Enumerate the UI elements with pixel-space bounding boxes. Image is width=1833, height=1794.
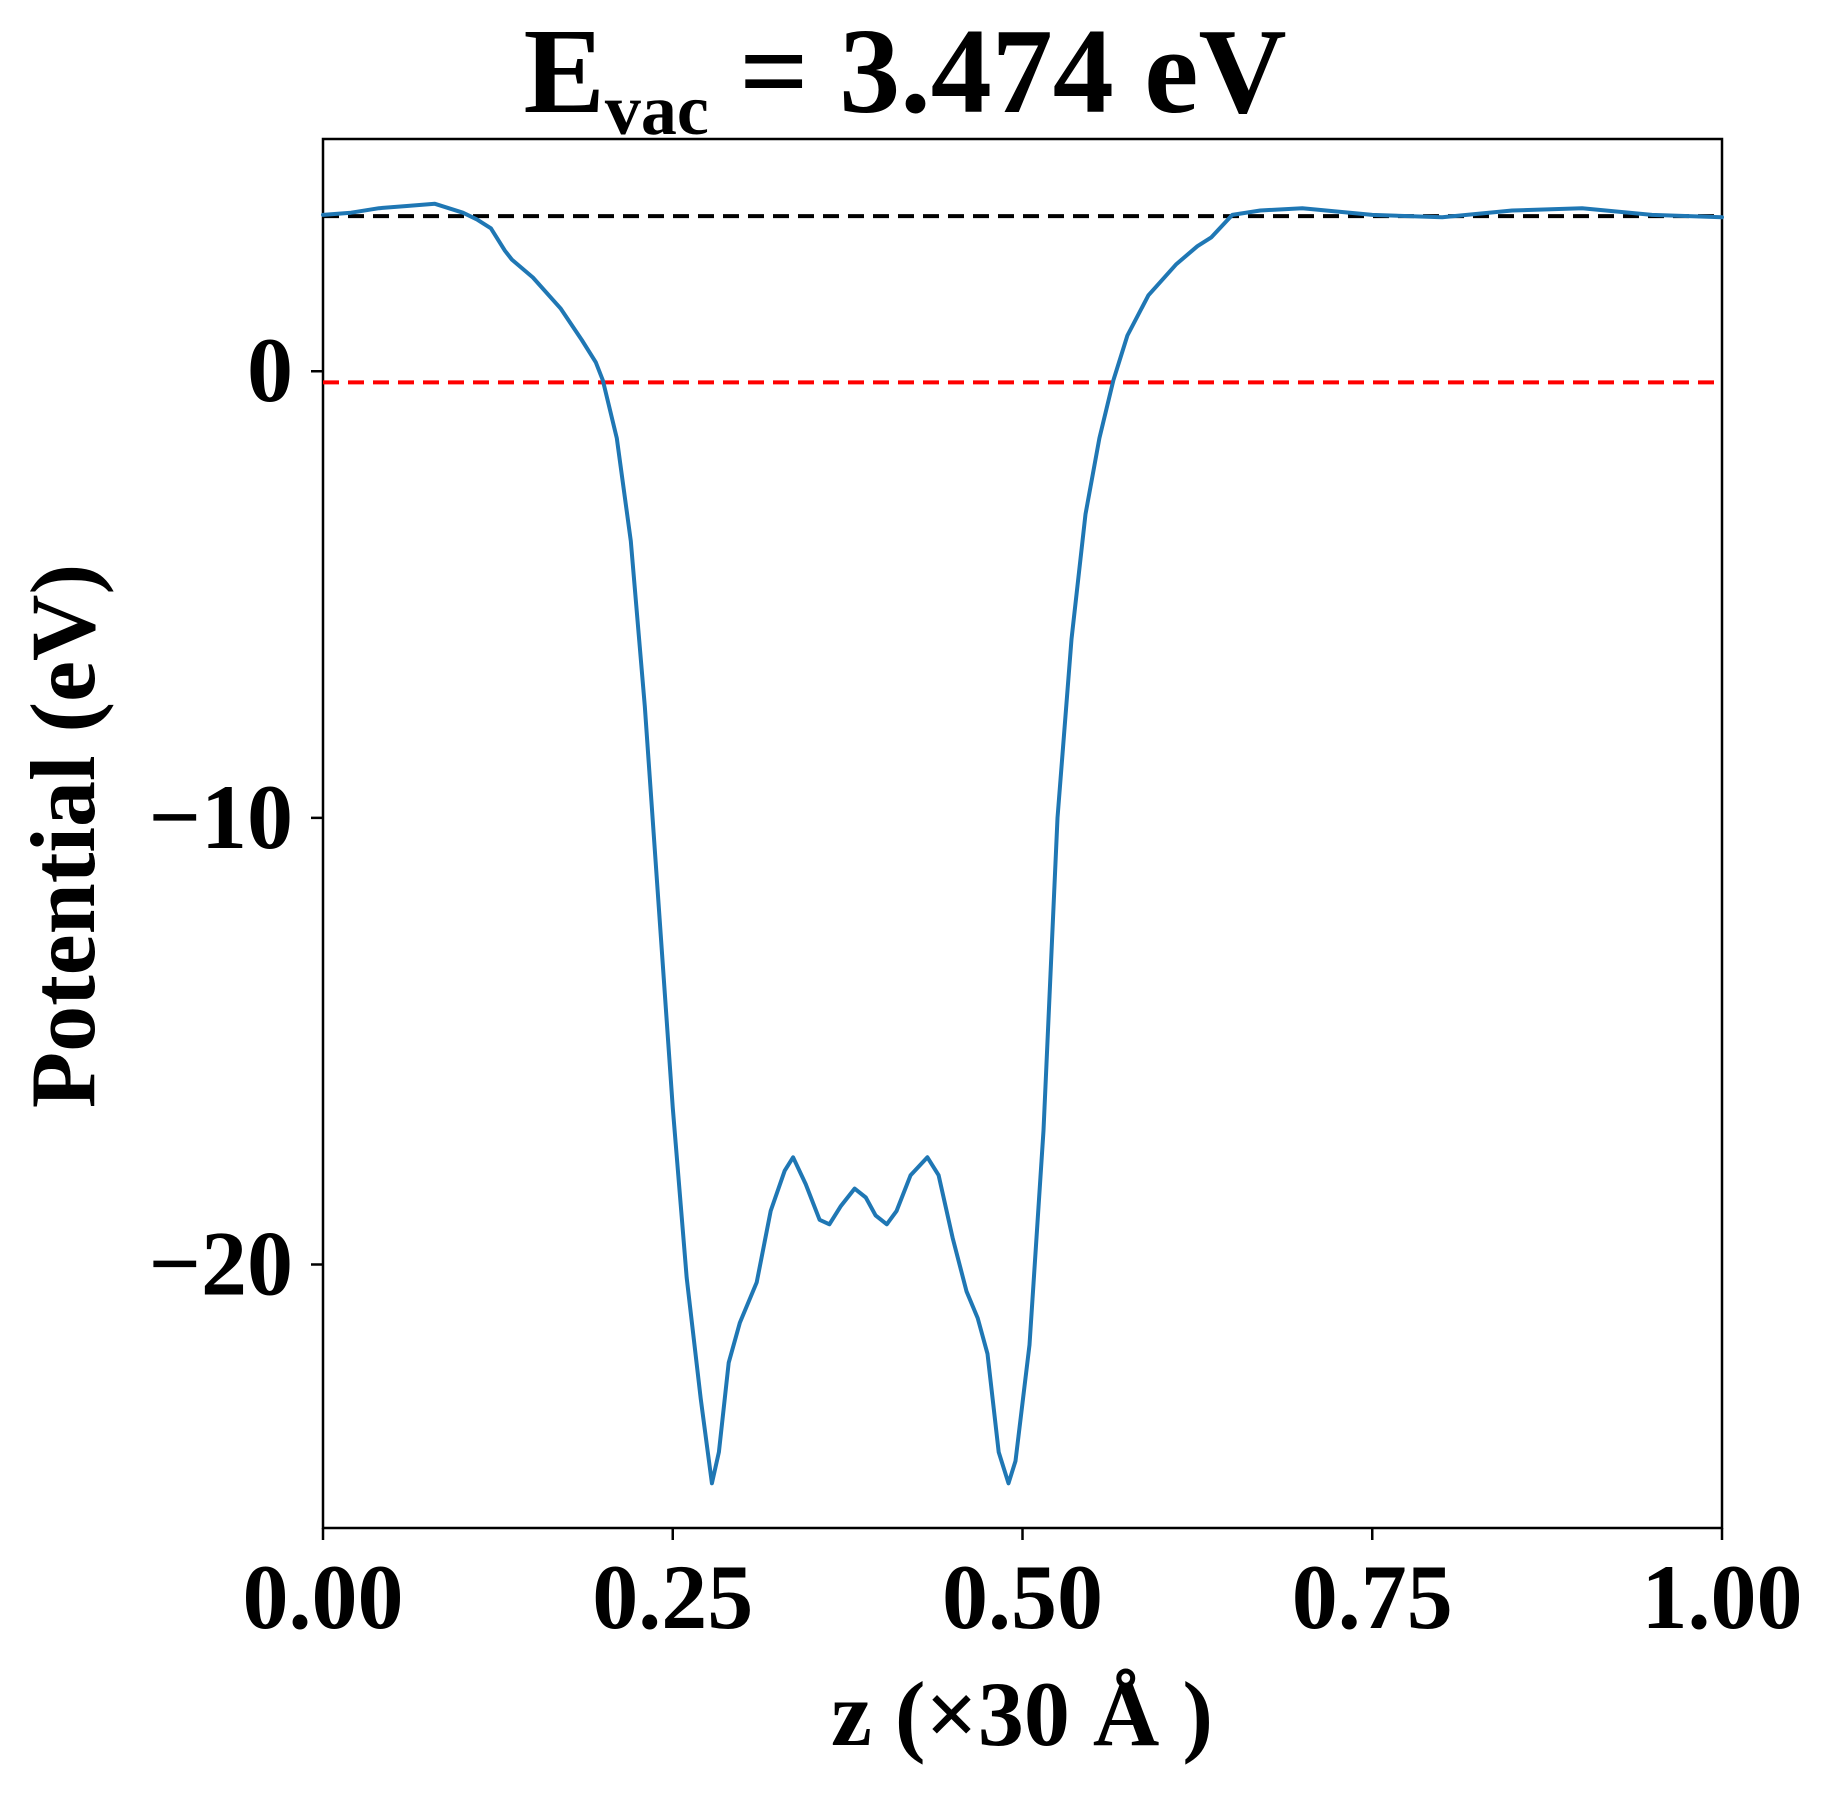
reference-lines — [323, 214, 1722, 385]
x-axis: 0.00 0.25 0.50 0.75 1.00 — [243, 1528, 1803, 1648]
x-tick-label: 0.00 — [243, 1546, 404, 1648]
title-prefix: E — [523, 4, 604, 139]
x-tick-label: 0.50 — [942, 1546, 1103, 1648]
potential-series-line — [321, 201, 1724, 1486]
title-subscript: vac — [605, 70, 709, 150]
chart-title-text: Evac = 3.474 eV — [523, 4, 1286, 150]
y-tick-label: −20 — [149, 1212, 293, 1314]
plot-area-frame — [321, 137, 1724, 1530]
y-axis: 0 −10 −20 — [149, 319, 323, 1314]
x-tick-label: 0.25 — [592, 1546, 753, 1648]
x-axis-label: z (×30 Å ) — [831, 1663, 1213, 1765]
y-tick-label: 0 — [247, 319, 293, 421]
y-axis-label: Potential (eV) — [12, 564, 114, 1108]
series-layer — [321, 201, 1724, 1486]
y-tick-label: −10 — [149, 766, 293, 868]
x-tick-label: 0.75 — [1292, 1546, 1453, 1648]
chart-title: Evac = 3.474 eV — [523, 4, 1286, 150]
x-tick-label: 1.00 — [1642, 1546, 1803, 1648]
title-suffix: = 3.474 eV — [709, 4, 1287, 139]
